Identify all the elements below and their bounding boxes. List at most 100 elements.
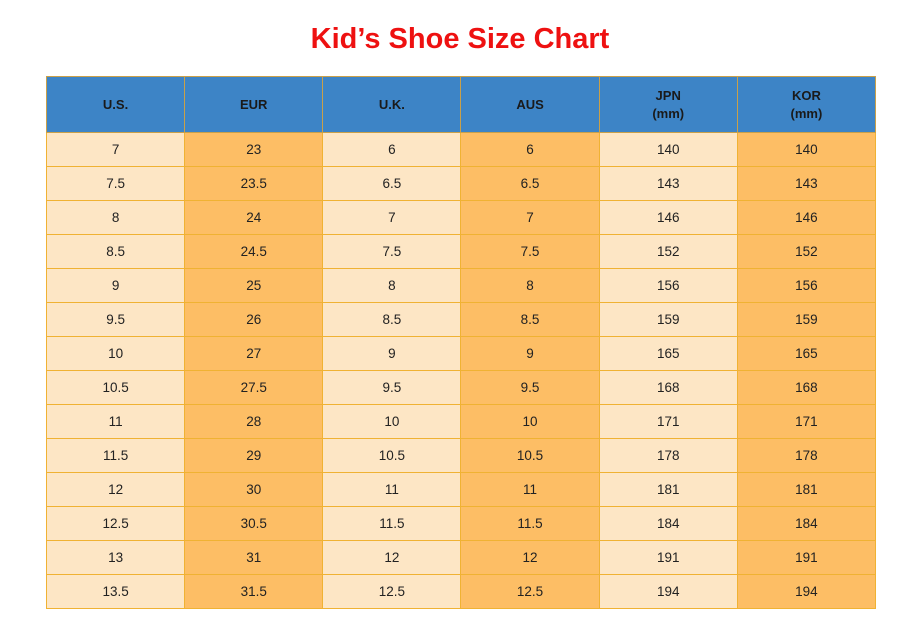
column-header-aus: AUS xyxy=(460,76,600,133)
cell-eur: 27.5 xyxy=(184,370,324,405)
cell-jpn: 191 xyxy=(598,540,738,575)
cell-eur: 23 xyxy=(184,132,324,167)
table-row: 7 23 6 6 140 140 xyxy=(45,132,877,167)
cell-uk: 7.5 xyxy=(322,234,462,269)
cell-uk: 11 xyxy=(322,472,462,507)
cell-eur: 31.5 xyxy=(184,574,324,609)
cell-aus: 11 xyxy=(460,472,600,507)
table-body: 7 23 6 6 140 140 7.5 23.5 6.5 6.5 143 143 8 24 7 7 146 14… xyxy=(45,132,877,609)
column-header-label: U.S. xyxy=(102,96,129,112)
cell-us: 12 xyxy=(45,472,186,507)
cell-kor: 165 xyxy=(736,336,877,371)
cell-eur: 25 xyxy=(184,268,324,303)
cell-jpn: 168 xyxy=(598,370,738,405)
cell-us: 7.5 xyxy=(45,166,186,201)
cell-jpn: 156 xyxy=(598,268,738,303)
cell-kor: 152 xyxy=(736,234,877,269)
cell-uk: 6 xyxy=(322,132,462,167)
cell-us: 8.5 xyxy=(45,234,186,269)
table-row: 13.5 31.5 12.5 12.5 194 194 xyxy=(45,574,877,609)
cell-uk: 6.5 xyxy=(322,166,462,201)
column-header-unit: (mm) xyxy=(790,105,823,121)
cell-kor: 140 xyxy=(736,132,877,167)
header-row: U.S. EUR U.K. AUS JPN (mm) KOR (mm) xyxy=(45,76,877,133)
cell-kor: 146 xyxy=(736,200,877,235)
page-title: Kid’s Shoe Size Chart xyxy=(310,23,610,55)
cell-aus: 9.5 xyxy=(460,370,600,405)
cell-kor: 156 xyxy=(736,268,877,303)
cell-kor: 168 xyxy=(736,370,877,405)
cell-eur: 28 xyxy=(184,404,324,439)
cell-aus: 8.5 xyxy=(460,302,600,337)
cell-kor: 184 xyxy=(736,506,877,541)
column-header-label: JPN xyxy=(655,87,681,103)
cell-aus: 7.5 xyxy=(460,234,600,269)
cell-aus: 12 xyxy=(460,540,600,575)
cell-us: 10 xyxy=(45,336,186,371)
size-chart-table: U.S. EUR U.K. AUS JPN (mm) KOR (mm) 7 23 6 6 1… xyxy=(45,76,877,609)
cell-uk: 12 xyxy=(322,540,462,575)
cell-jpn: 159 xyxy=(598,302,738,337)
cell-uk: 12.5 xyxy=(322,574,462,609)
cell-eur: 24 xyxy=(184,200,324,235)
cell-jpn: 194 xyxy=(598,574,738,609)
cell-eur: 30 xyxy=(184,472,324,507)
cell-aus: 10 xyxy=(460,404,600,439)
cell-jpn: 140 xyxy=(598,132,738,167)
column-header-unit: (mm) xyxy=(652,105,685,121)
column-header-label: EUR xyxy=(240,96,268,112)
cell-uk: 9 xyxy=(322,336,462,371)
cell-aus: 11.5 xyxy=(460,506,600,541)
table-row: 8 24 7 7 146 146 xyxy=(45,200,877,235)
cell-kor: 171 xyxy=(736,404,877,439)
cell-us: 13.5 xyxy=(45,574,186,609)
table-row: 9 25 8 8 156 156 xyxy=(45,268,877,303)
cell-jpn: 165 xyxy=(598,336,738,371)
cell-eur: 29 xyxy=(184,438,324,473)
table-row: 10.5 27.5 9.5 9.5 168 168 xyxy=(45,370,877,405)
cell-eur: 31 xyxy=(184,540,324,575)
cell-us: 11 xyxy=(45,404,186,439)
cell-us: 9 xyxy=(45,268,186,303)
cell-aus: 10.5 xyxy=(460,438,600,473)
cell-eur: 26 xyxy=(184,302,324,337)
cell-us: 9.5 xyxy=(45,302,186,337)
table-row: 7.5 23.5 6.5 6.5 143 143 xyxy=(45,166,877,201)
cell-kor: 194 xyxy=(736,574,877,609)
cell-uk: 10.5 xyxy=(322,438,462,473)
column-header-uk: U.K. xyxy=(322,76,462,133)
table-row: 13 31 12 12 191 191 xyxy=(45,540,877,575)
cell-kor: 159 xyxy=(736,302,877,337)
cell-kor: 191 xyxy=(736,540,877,575)
cell-jpn: 178 xyxy=(598,438,738,473)
column-header-jpn: JPN (mm) xyxy=(598,76,738,133)
cell-uk: 11.5 xyxy=(322,506,462,541)
cell-uk: 8.5 xyxy=(322,302,462,337)
table-row: 12 30 11 11 181 181 xyxy=(45,472,877,507)
cell-uk: 9.5 xyxy=(322,370,462,405)
cell-us: 13 xyxy=(45,540,186,575)
table-row: 9.5 26 8.5 8.5 159 159 xyxy=(45,302,877,337)
table-row: 10 27 9 9 165 165 xyxy=(45,336,877,371)
cell-jpn: 171 xyxy=(598,404,738,439)
cell-us: 8 xyxy=(45,200,186,235)
cell-kor: 181 xyxy=(736,472,877,507)
cell-aus: 9 xyxy=(460,336,600,371)
table-row: 11.5 29 10.5 10.5 178 178 xyxy=(45,438,877,473)
column-header-kor: KOR (mm) xyxy=(736,76,877,133)
cell-uk: 8 xyxy=(322,268,462,303)
column-header-label: U.K. xyxy=(378,96,405,112)
cell-uk: 10 xyxy=(322,404,462,439)
cell-jpn: 181 xyxy=(598,472,738,507)
cell-uk: 7 xyxy=(322,200,462,235)
column-header-label: AUS xyxy=(516,96,544,112)
table-row: 8.5 24.5 7.5 7.5 152 152 xyxy=(45,234,877,269)
cell-aus: 6.5 xyxy=(460,166,600,201)
table-row: 11 28 10 10 171 171 xyxy=(45,404,877,439)
cell-us: 11.5 xyxy=(45,438,186,473)
table-header: U.S. EUR U.K. AUS JPN (mm) KOR (mm) xyxy=(45,76,877,133)
cell-kor: 143 xyxy=(736,166,877,201)
cell-eur: 30.5 xyxy=(184,506,324,541)
cell-aus: 7 xyxy=(460,200,600,235)
cell-us: 10.5 xyxy=(45,370,186,405)
